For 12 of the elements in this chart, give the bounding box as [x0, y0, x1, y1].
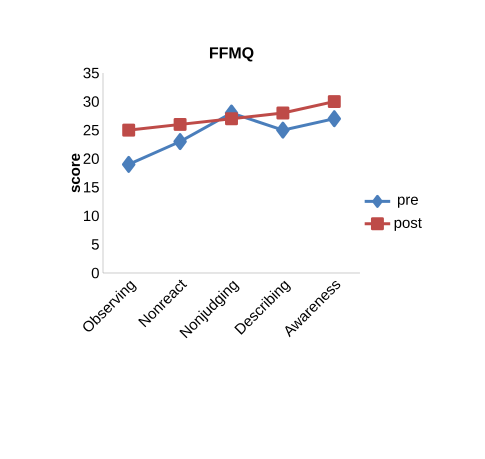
y-tick-label: 5 [92, 239, 99, 250]
y-tick-label: 10 [84, 210, 99, 222]
y-tick-label: 25 [84, 124, 99, 136]
legend-label: pre [398, 196, 418, 208]
legend-label: post [394, 218, 422, 231]
y-tick-label: 35 [83, 68, 99, 78]
y-tick-label: 15 [84, 182, 99, 192]
y-tick-label: 0 [92, 268, 99, 278]
y-tick-label: 20 [84, 153, 99, 164]
y-tick-label: 30 [83, 96, 99, 107]
chart-title: FFMQ [210, 47, 254, 62]
y-axis-title: score [72, 154, 80, 192]
